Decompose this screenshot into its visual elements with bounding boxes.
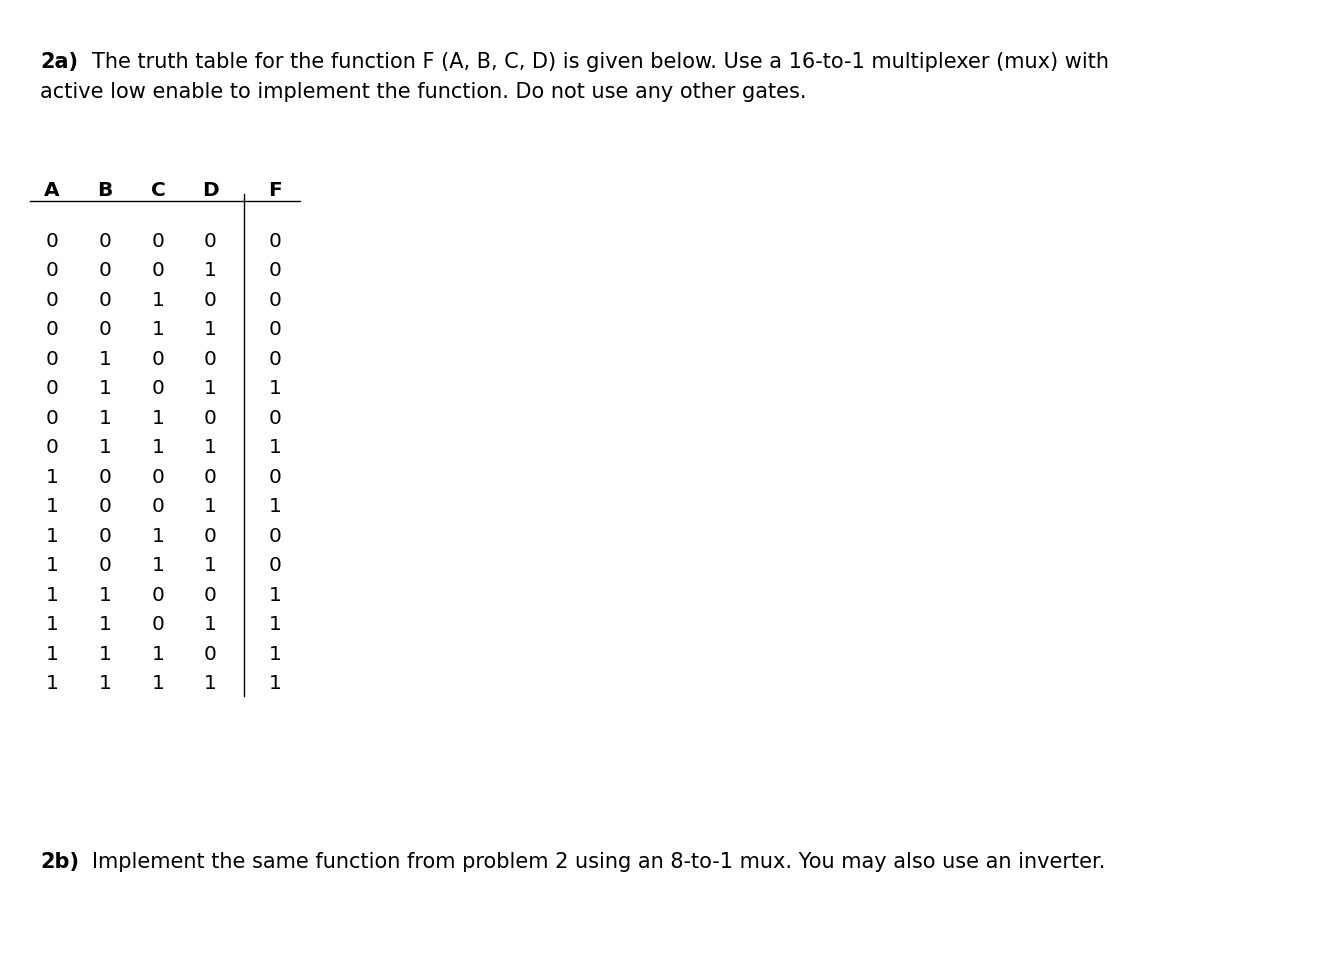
Text: 0: 0	[203, 644, 216, 663]
Text: 0: 0	[152, 379, 164, 398]
Text: 1: 1	[268, 438, 282, 457]
Text: 0: 0	[99, 555, 111, 575]
Text: 0: 0	[45, 438, 59, 457]
Text: 0: 0	[45, 232, 59, 251]
Text: 1: 1	[152, 527, 164, 546]
Text: 1: 1	[45, 644, 59, 663]
Text: 1: 1	[203, 379, 216, 398]
Text: 1: 1	[152, 674, 164, 693]
Text: 0: 0	[203, 408, 216, 428]
Text: 0: 0	[268, 320, 282, 339]
Text: 1: 1	[203, 261, 216, 281]
Text: 0: 0	[152, 350, 164, 369]
Text: D: D	[202, 181, 219, 200]
Text: 1: 1	[203, 438, 216, 457]
Text: 0: 0	[152, 497, 164, 516]
Text: 0: 0	[268, 527, 282, 546]
Text: 0: 0	[152, 261, 164, 281]
Text: 0: 0	[268, 261, 282, 281]
Text: 0: 0	[268, 555, 282, 575]
Text: 0: 0	[45, 350, 59, 369]
Text: 1: 1	[203, 615, 216, 634]
Text: 1: 1	[203, 497, 216, 516]
Text: 1: 1	[268, 615, 282, 634]
Text: 1: 1	[99, 585, 111, 604]
Text: 1: 1	[268, 585, 282, 604]
Text: 0: 0	[203, 290, 216, 309]
Text: 1: 1	[45, 555, 59, 575]
Text: 0: 0	[152, 232, 164, 251]
Text: 1: 1	[268, 497, 282, 516]
Text: 1: 1	[45, 467, 59, 486]
Text: 0: 0	[203, 350, 216, 369]
Text: 1: 1	[45, 585, 59, 604]
Text: B: B	[97, 181, 112, 200]
Text: 1: 1	[152, 644, 164, 663]
Text: 1: 1	[268, 379, 282, 398]
Text: 0: 0	[99, 261, 111, 281]
Text: 1: 1	[45, 527, 59, 546]
Text: 0: 0	[99, 320, 111, 339]
Text: 0: 0	[152, 467, 164, 486]
Text: 1: 1	[268, 674, 282, 693]
Text: 0: 0	[45, 408, 59, 428]
Text: 0: 0	[99, 467, 111, 486]
Text: 1: 1	[268, 644, 282, 663]
Text: Implement the same function from problem 2 using an 8-to-1 mux. You may also use: Implement the same function from problem…	[92, 851, 1105, 871]
Text: F: F	[268, 181, 282, 200]
Text: 1: 1	[99, 438, 111, 457]
Text: 0: 0	[152, 615, 164, 634]
Text: 1: 1	[99, 408, 111, 428]
Text: A: A	[44, 181, 60, 200]
Text: 1: 1	[45, 497, 59, 516]
Text: 0: 0	[152, 585, 164, 604]
Text: 0: 0	[268, 467, 282, 486]
Text: 1: 1	[99, 379, 111, 398]
Text: 0: 0	[203, 527, 216, 546]
Text: 0: 0	[203, 467, 216, 486]
Text: 0: 0	[99, 527, 111, 546]
Text: 1: 1	[203, 674, 216, 693]
Text: 1: 1	[45, 674, 59, 693]
Text: 0: 0	[268, 232, 282, 251]
Text: 0: 0	[45, 261, 59, 281]
Text: 1: 1	[203, 320, 216, 339]
Text: 0: 0	[45, 290, 59, 309]
Text: 0: 0	[99, 497, 111, 516]
Text: 1: 1	[99, 615, 111, 634]
Text: 1: 1	[99, 644, 111, 663]
Text: 1: 1	[99, 674, 111, 693]
Text: 0: 0	[45, 320, 59, 339]
Text: 0: 0	[268, 290, 282, 309]
Text: 2a): 2a)	[40, 52, 77, 72]
Text: 1: 1	[203, 555, 216, 575]
Text: 1: 1	[152, 438, 164, 457]
Text: 1: 1	[45, 615, 59, 634]
Text: 1: 1	[152, 320, 164, 339]
Text: C: C	[151, 181, 166, 200]
Text: 0: 0	[99, 232, 111, 251]
Text: 0: 0	[268, 350, 282, 369]
Text: 0: 0	[203, 585, 216, 604]
Text: The truth table for the function F (A, B, C, D) is given below. Use a 16-to-1 mu: The truth table for the function F (A, B…	[92, 52, 1109, 72]
Text: 0: 0	[268, 408, 282, 428]
Text: 1: 1	[152, 555, 164, 575]
Text: 1: 1	[152, 408, 164, 428]
Text: 1: 1	[99, 350, 111, 369]
Text: 0: 0	[45, 379, 59, 398]
Text: 1: 1	[152, 290, 164, 309]
Text: 0: 0	[99, 290, 111, 309]
Text: 2b): 2b)	[40, 851, 79, 871]
Text: active low enable to implement the function. Do not use any other gates.: active low enable to implement the funct…	[40, 82, 806, 102]
Text: 0: 0	[203, 232, 216, 251]
